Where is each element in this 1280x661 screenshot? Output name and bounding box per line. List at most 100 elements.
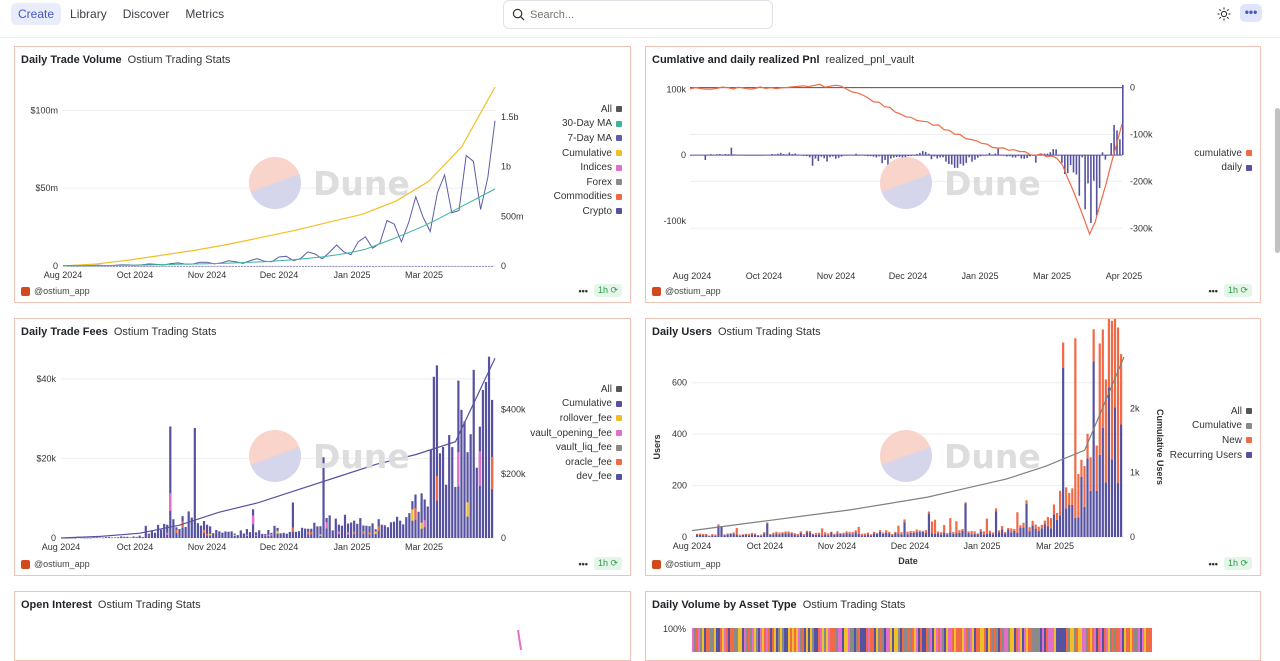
- bar: [1074, 518, 1076, 537]
- stack-bar: [904, 628, 906, 652]
- owner-link[interactable]: @ostium_app: [665, 559, 721, 569]
- legend-item[interactable]: Cumulative: [1170, 419, 1252, 434]
- bar: [163, 524, 165, 538]
- owner-link[interactable]: @ostium_app: [34, 286, 90, 296]
- legend-item[interactable]: Cumulative: [530, 397, 622, 412]
- bar: [1050, 518, 1052, 528]
- bar: [943, 525, 945, 532]
- bar: [223, 266, 225, 267]
- bar: [730, 534, 732, 537]
- legend-swatch: [616, 179, 622, 185]
- stack-bar: [716, 628, 718, 652]
- bar: [1007, 528, 1009, 530]
- legend-item[interactable]: vault_liq_fee: [530, 440, 622, 455]
- stack-bar: [790, 628, 792, 652]
- legend-item[interactable]: New: [1170, 433, 1252, 448]
- stack-bar: [1116, 628, 1118, 652]
- stack-bar: [794, 628, 796, 652]
- stack-bar: [880, 628, 882, 652]
- bar: [748, 534, 750, 536]
- bar: [213, 266, 215, 267]
- legend-item[interactable]: daily: [1194, 161, 1252, 176]
- legend-item[interactable]: Forex: [554, 175, 622, 190]
- bar-segment: [276, 531, 278, 534]
- stack-bar: [876, 628, 878, 652]
- nav-create[interactable]: Create: [11, 3, 61, 25]
- bar: [1080, 477, 1082, 537]
- more-menu-button[interactable]: •••: [1240, 4, 1262, 22]
- daily-bar: [733, 154, 735, 155]
- refresh-badge[interactable]: 1h ⟳: [594, 557, 622, 570]
- stack-bar: [870, 628, 872, 652]
- legend-item[interactable]: All: [530, 382, 622, 397]
- stack-bar: [988, 628, 990, 652]
- bar: [209, 526, 211, 538]
- bar: [845, 531, 847, 533]
- stack-bar: [920, 628, 922, 652]
- legend-item[interactable]: cumulative: [1194, 146, 1252, 161]
- legend-item[interactable]: 30-Day MA: [554, 117, 622, 132]
- bar: [861, 535, 863, 537]
- bar: [457, 266, 459, 267]
- stack-bar: [1102, 628, 1104, 652]
- nav-metrics[interactable]: Metrics: [178, 3, 231, 25]
- legend-item[interactable]: rollover_fee: [530, 411, 622, 426]
- bar: [451, 266, 453, 267]
- legend-swatch: [616, 415, 622, 421]
- stack-bar: [812, 628, 814, 652]
- legend-item[interactable]: 7-Day MA: [554, 131, 622, 146]
- theme-toggle-icon[interactable]: [1217, 7, 1231, 21]
- panel-menu-icon[interactable]: •••: [578, 559, 587, 569]
- bar: [256, 266, 258, 267]
- bar: [800, 531, 802, 532]
- bar: [230, 531, 232, 538]
- bar: [1035, 525, 1037, 529]
- search-input[interactable]: [530, 9, 750, 21]
- stack-bar: [940, 628, 942, 652]
- bar: [833, 535, 835, 537]
- refresh-badge[interactable]: 1h ⟳: [594, 284, 622, 297]
- panel-menu-icon[interactable]: •••: [1208, 559, 1217, 569]
- bar: [1019, 528, 1021, 537]
- panel-menu-icon[interactable]: •••: [1208, 286, 1217, 296]
- legend-item[interactable]: vault_opening_fee: [530, 426, 622, 441]
- legend-item[interactable]: Crypto: [554, 204, 622, 219]
- bar: [1007, 530, 1009, 537]
- legend-item[interactable]: Cumulative: [554, 146, 622, 161]
- nav-library[interactable]: Library: [63, 3, 114, 25]
- owner-link[interactable]: @ostium_app: [665, 286, 721, 296]
- legend-item[interactable]: Recurring Users: [1170, 448, 1252, 463]
- legend-item[interactable]: Indices: [554, 160, 622, 175]
- bar: [194, 428, 196, 538]
- legend-item[interactable]: dev_fee: [530, 470, 622, 485]
- bar: [1050, 528, 1052, 537]
- legend-item[interactable]: Commodities: [554, 190, 622, 205]
- bar: [439, 266, 441, 267]
- page-scrollbar[interactable]: [1275, 108, 1280, 253]
- open-interest-spike: [518, 630, 521, 650]
- nav-discover[interactable]: Discover: [116, 3, 177, 25]
- legend-item[interactable]: All: [554, 102, 622, 117]
- stack-bar: [842, 628, 844, 652]
- refresh-badge[interactable]: 1h ⟳: [1224, 284, 1252, 297]
- stack-bar: [1036, 628, 1038, 652]
- bar: [295, 532, 297, 538]
- stack-bar: [808, 628, 810, 652]
- bar: [827, 535, 829, 537]
- daily-bar: [823, 155, 825, 158]
- daily-bar: [704, 155, 706, 160]
- bar: [1117, 483, 1119, 537]
- legend-item[interactable]: All: [1170, 404, 1252, 419]
- top-bar: Create Library Discover Metrics •••: [0, 0, 1280, 38]
- refresh-badge[interactable]: 1h ⟳: [1224, 557, 1252, 570]
- panel-menu-icon[interactable]: •••: [578, 286, 587, 296]
- owner-link[interactable]: @ostium_app: [34, 559, 90, 569]
- bar: [316, 526, 318, 538]
- search-box[interactable]: [503, 0, 773, 29]
- stack-bar: [802, 628, 804, 652]
- legend-item[interactable]: oracle_fee: [530, 455, 622, 470]
- stack-bar: [924, 628, 926, 652]
- stack-bar: [768, 628, 770, 652]
- bar: [197, 523, 199, 538]
